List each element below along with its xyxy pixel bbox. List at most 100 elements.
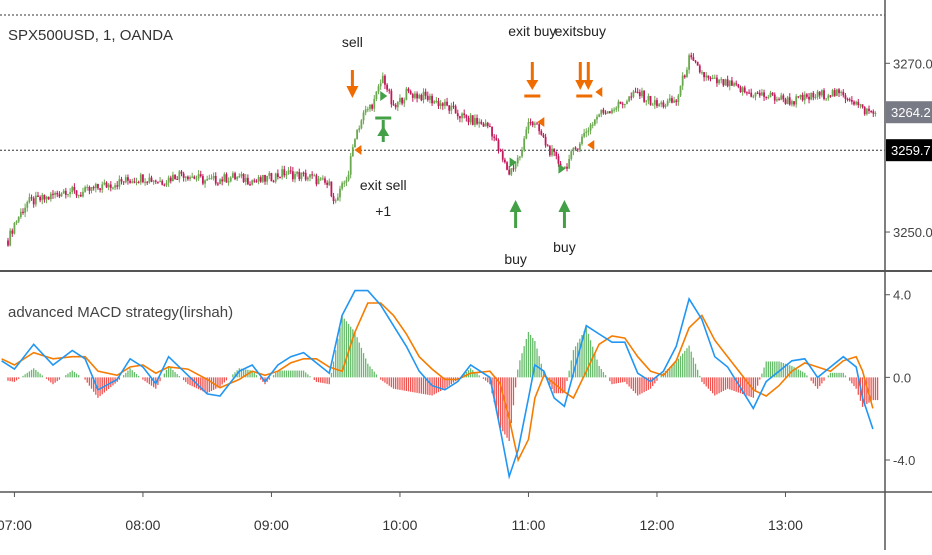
candle [435, 97, 438, 104]
candle [146, 181, 149, 186]
candle [600, 109, 603, 118]
candle [386, 83, 388, 93]
candle [75, 190, 78, 199]
candle [553, 148, 556, 157]
candle [396, 101, 399, 112]
candle [302, 171, 305, 177]
candle [746, 91, 748, 96]
candle [641, 87, 643, 99]
candle [456, 109, 459, 120]
candle [726, 75, 729, 88]
svg-text:3264.2: 3264.2 [891, 105, 931, 120]
candle [437, 97, 440, 109]
candle [90, 186, 93, 194]
candle [253, 178, 256, 183]
candle [463, 109, 466, 119]
indicator-title[interactable]: advanced MACD strategy(lirshah) [8, 304, 233, 321]
candle [754, 92, 757, 101]
candle [868, 105, 870, 114]
price-badge[interactable]: 3259.7 [886, 139, 932, 162]
candle [722, 79, 725, 88]
candle [538, 122, 541, 135]
candle [388, 88, 391, 94]
candle [105, 181, 108, 189]
candle [178, 170, 181, 183]
candle [405, 86, 408, 101]
candle [510, 168, 513, 177]
candle [39, 195, 42, 203]
buy-label: buy [504, 251, 527, 267]
candle [315, 173, 318, 187]
candle [204, 179, 206, 188]
candle [336, 193, 339, 201]
symbol-title[interactable]: SPX500USD, 1, OANDA [8, 27, 173, 44]
candle [645, 99, 648, 106]
candle [210, 174, 213, 180]
candle [769, 90, 772, 98]
candle [64, 187, 67, 199]
candle [540, 129, 543, 136]
candle [606, 110, 609, 114]
candle [431, 93, 433, 106]
candle [833, 88, 836, 97]
candle [542, 133, 545, 138]
candle [634, 87, 637, 93]
candle [165, 180, 168, 188]
candle [491, 126, 493, 141]
candle [808, 93, 810, 104]
candle [298, 168, 301, 182]
candle [688, 53, 690, 74]
candle [82, 187, 84, 198]
candle [613, 107, 616, 113]
candle [356, 129, 359, 140]
candle [818, 91, 821, 99]
candle [62, 189, 65, 194]
candle [844, 93, 847, 104]
candle [508, 165, 511, 176]
candle [281, 165, 284, 180]
candle [671, 95, 673, 104]
candle [403, 97, 406, 108]
candle [394, 103, 397, 110]
candle [506, 161, 508, 171]
candle [28, 193, 31, 204]
candle [709, 76, 712, 82]
candle [497, 138, 500, 154]
candle [369, 104, 371, 112]
candle [227, 177, 230, 186]
candle [266, 175, 269, 185]
candle [636, 87, 639, 94]
candle [617, 99, 620, 112]
candle [79, 192, 82, 198]
candle [521, 146, 523, 159]
candle [343, 180, 346, 188]
candle [392, 100, 395, 106]
candle [193, 175, 196, 180]
candle [131, 178, 134, 184]
candle [544, 133, 547, 148]
candle [853, 100, 855, 106]
candle [713, 74, 716, 80]
candle [439, 100, 442, 110]
candle [465, 114, 468, 122]
candle [675, 98, 678, 106]
candle [373, 95, 376, 112]
candle [129, 178, 131, 184]
exit-buy-label: exit buy [508, 23, 556, 39]
candle [384, 74, 386, 89]
candle [831, 88, 834, 97]
candle [163, 183, 166, 187]
candle [216, 182, 219, 186]
candle [294, 171, 296, 183]
candle [486, 121, 489, 129]
candle [576, 148, 579, 152]
candle [638, 89, 641, 100]
candle [859, 103, 862, 109]
candle [94, 182, 97, 193]
time-tick-label: 07:00 [0, 517, 32, 533]
candle [118, 175, 121, 190]
candle [195, 175, 198, 182]
price-badge[interactable]: 3264.2 [886, 101, 932, 124]
buy-arrow [558, 200, 571, 228]
candle [718, 78, 720, 85]
